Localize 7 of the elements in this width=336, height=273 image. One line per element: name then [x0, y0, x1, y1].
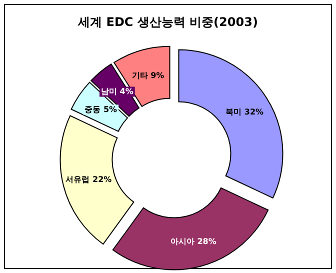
chart-title: 세계 EDC 생산능력 비중(2003) [77, 15, 258, 29]
slice-label: 중동 5% [84, 105, 118, 114]
slice-label: 아시아 28% [170, 236, 216, 246]
slice-label: 남미 4% [100, 87, 134, 96]
slice-label: 서유럽 22% [66, 174, 112, 184]
slice-label: 기타 9% [132, 70, 164, 80]
slice-label: 북미 32% [226, 107, 264, 116]
